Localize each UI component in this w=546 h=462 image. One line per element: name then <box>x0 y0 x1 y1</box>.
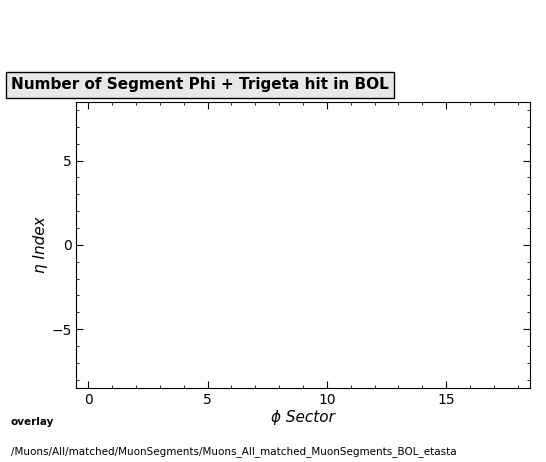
Y-axis label: η Index: η Index <box>33 217 49 273</box>
X-axis label: ϕ Sector: ϕ Sector <box>271 410 335 425</box>
Text: overlay: overlay <box>11 417 54 427</box>
Text: Number of Segment Phi + Trigeta hit in BOL: Number of Segment Phi + Trigeta hit in B… <box>11 78 389 92</box>
Text: /Muons/All/matched/MuonSegments/Muons_All_matched_MuonSegments_BOL_etasta: /Muons/All/matched/MuonSegments/Muons_Al… <box>11 446 456 457</box>
